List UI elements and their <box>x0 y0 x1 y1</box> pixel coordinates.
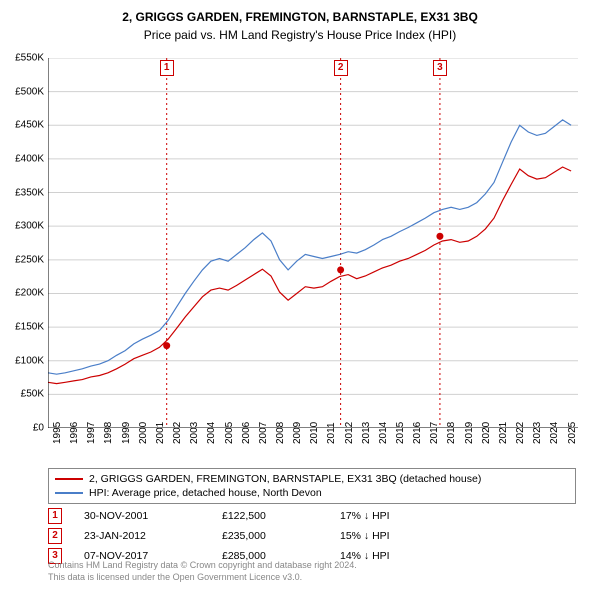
x-axis-label: 2025 <box>567 422 597 444</box>
y-axis-label: £450K <box>0 120 44 131</box>
transaction-price: £122,500 <box>222 510 332 522</box>
legend-item: HPI: Average price, detached house, Nort… <box>55 486 569 500</box>
line-chart <box>48 58 578 428</box>
y-axis-label: £0 <box>0 423 44 434</box>
legend-label: HPI: Average price, detached house, Nort… <box>89 487 322 499</box>
chart-subtitle: Price paid vs. HM Land Registry's House … <box>0 24 600 42</box>
transaction-price: £235,000 <box>222 530 332 542</box>
y-axis-label: £400K <box>0 153 44 164</box>
transaction-table: 1 30-NOV-2001 £122,500 17% ↓ HPI 2 23-JAN-201… <box>48 506 576 566</box>
transaction-row: 2 23-JAN-2012 £235,000 15% ↓ HPI <box>48 526 576 546</box>
transaction-marker: 2 <box>48 528 62 544</box>
y-axis-label: £550K <box>0 53 44 64</box>
y-axis-label: £200K <box>0 288 44 299</box>
transaction-diff: 15% ↓ HPI <box>340 530 450 542</box>
transaction-diff: 17% ↓ HPI <box>340 510 450 522</box>
chart-area: £0£50K£100K£150K£200K£250K£300K£350K£400… <box>48 58 578 428</box>
y-axis-label: £350K <box>0 187 44 198</box>
footer-line-1: Contains HM Land Registry data © Crown c… <box>48 560 357 572</box>
transaction-row: 1 30-NOV-2001 £122,500 17% ↓ HPI <box>48 506 576 526</box>
footer-attribution: Contains HM Land Registry data © Crown c… <box>48 560 357 583</box>
transaction-marker: 1 <box>48 508 62 524</box>
transaction-date: 23-JAN-2012 <box>70 530 214 542</box>
y-axis-label: £100K <box>0 355 44 366</box>
y-axis-label: £300K <box>0 221 44 232</box>
y-axis-label: £50K <box>0 389 44 400</box>
legend-swatch <box>55 478 83 480</box>
legend-label: 2, GRIGGS GARDEN, FREMINGTON, BARNSTAPLE… <box>89 473 481 485</box>
marker-label: 3 <box>433 60 447 76</box>
y-axis-label: £150K <box>0 322 44 333</box>
marker-label: 1 <box>160 60 174 76</box>
footer-line-2: This data is licensed under the Open Gov… <box>48 572 357 584</box>
legend: 2, GRIGGS GARDEN, FREMINGTON, BARNSTAPLE… <box>48 468 576 504</box>
y-axis-label: £500K <box>0 86 44 97</box>
y-axis-label: £250K <box>0 254 44 265</box>
marker-label: 2 <box>334 60 348 76</box>
legend-item: 2, GRIGGS GARDEN, FREMINGTON, BARNSTAPLE… <box>55 472 569 486</box>
chart-title: 2, GRIGGS GARDEN, FREMINGTON, BARNSTAPLE… <box>0 0 600 24</box>
legend-swatch <box>55 492 83 494</box>
chart-container: 2, GRIGGS GARDEN, FREMINGTON, BARNSTAPLE… <box>0 0 600 590</box>
transaction-date: 30-NOV-2001 <box>70 510 214 522</box>
